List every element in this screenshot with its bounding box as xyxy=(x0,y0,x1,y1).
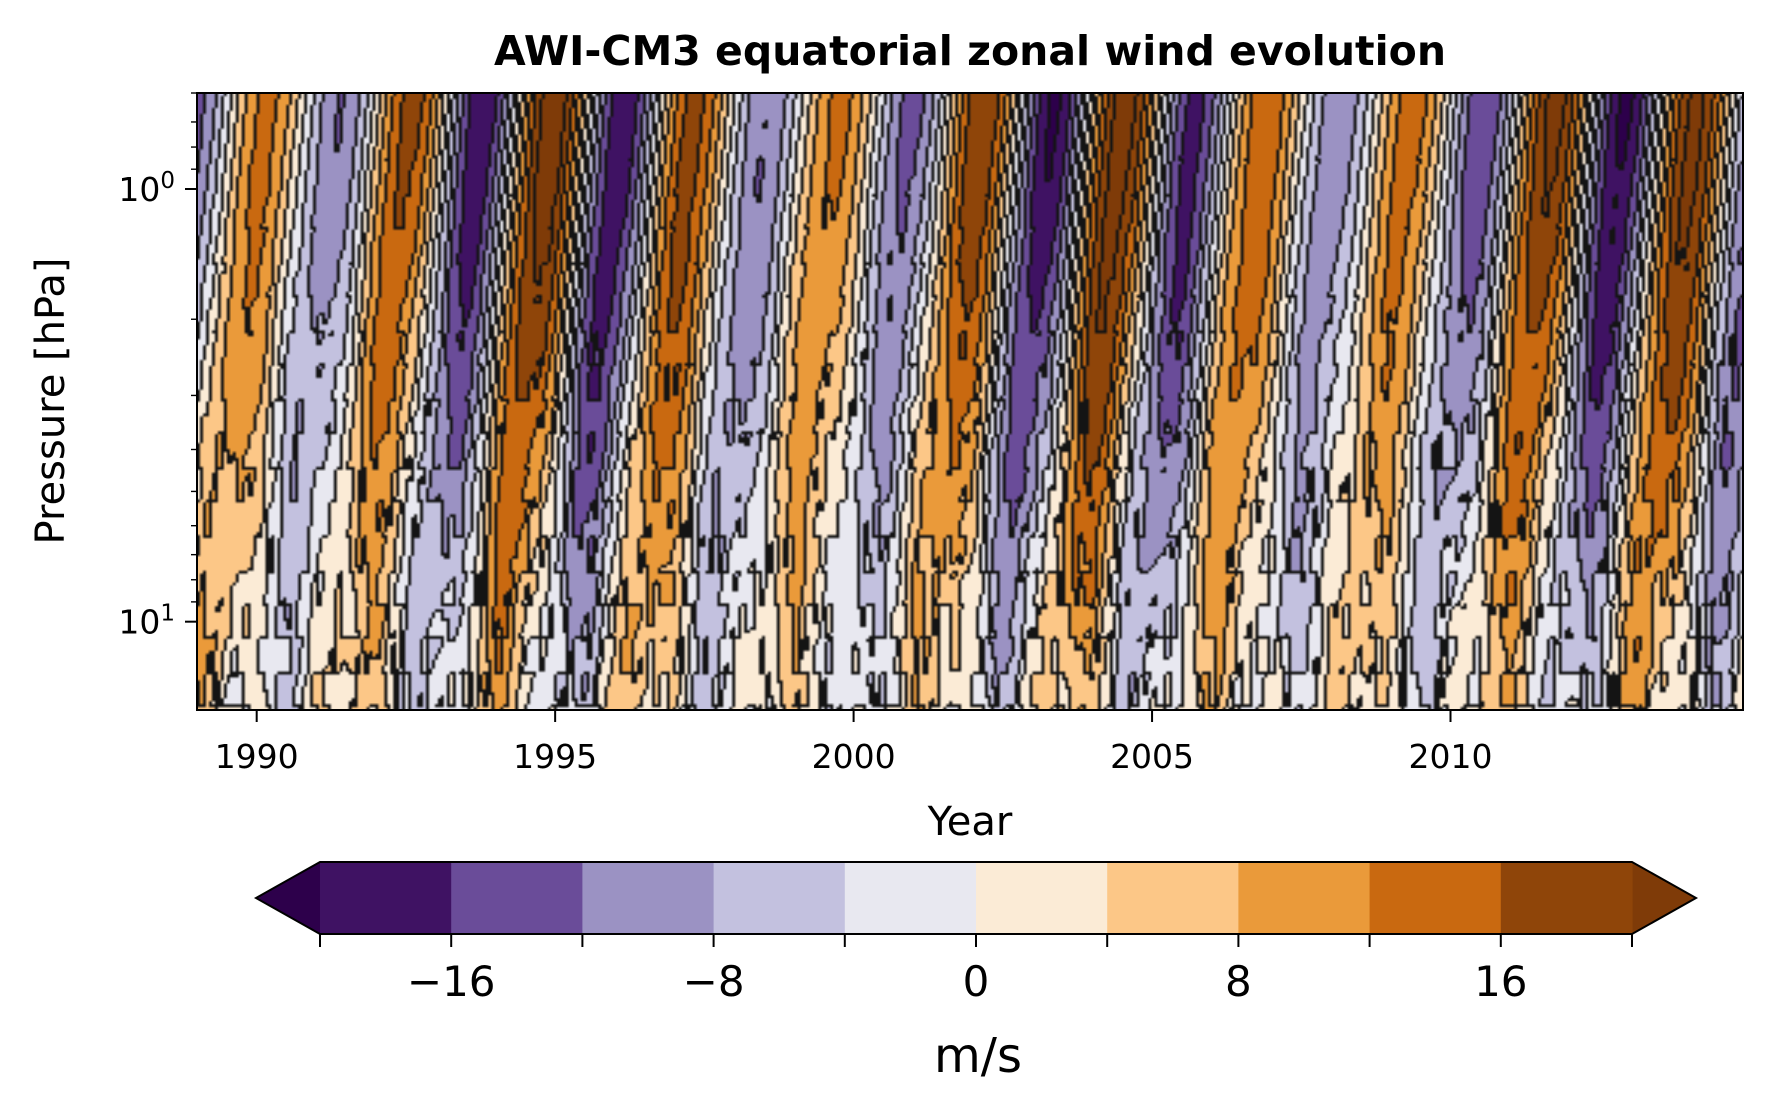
x-axis: 1990 1995 2000 2005 2010 xyxy=(215,710,1493,776)
y-tick-label: 101 xyxy=(118,601,175,642)
colorbar-swatch xyxy=(1238,862,1371,934)
colorbar-tick-label: −8 xyxy=(683,957,745,1006)
colorbar-tick-label: −16 xyxy=(407,957,496,1006)
x-tick-label: 1995 xyxy=(513,737,597,776)
colorbar: −16 −8 0 8 16 xyxy=(253,861,1699,1006)
y-axis: 100 101 xyxy=(118,92,197,642)
colorbar-swatch xyxy=(1369,862,1502,934)
x-tick-label: 2005 xyxy=(1110,737,1194,776)
colorbar-tick-label: 16 xyxy=(1474,957,1527,1006)
colorbar-swatch xyxy=(582,862,715,934)
colorbar-swatch xyxy=(1107,862,1239,934)
x-axis-label: Year xyxy=(927,799,1013,845)
plot-area xyxy=(196,92,1744,711)
plot-frame xyxy=(196,92,1744,711)
x-tick-label: 1990 xyxy=(215,737,299,776)
x-tick-label: 2010 xyxy=(1409,737,1493,776)
colorbar-swatch xyxy=(451,862,583,934)
colorbar-tick-label: 0 xyxy=(963,957,990,1006)
y-tick-label: 100 xyxy=(118,168,175,209)
x-tick-label: 2000 xyxy=(812,737,896,776)
colorbar-under-arrow xyxy=(256,862,320,934)
y-axis-label: Pressure [hPa] xyxy=(28,258,74,545)
colorbar-swatch xyxy=(844,862,977,934)
wind-contour-field xyxy=(197,93,1743,710)
colorbar-over-arrow xyxy=(1632,862,1696,934)
colorbar-swatch xyxy=(320,862,452,934)
colorbar-swatch xyxy=(713,862,846,934)
colorbar-swatch xyxy=(1500,862,1633,934)
colorbar-swatch xyxy=(976,862,1108,934)
chart-title: AWI-CM3 equatorial zonal wind evolution xyxy=(494,27,1446,75)
colorbar-tick-label: 8 xyxy=(1225,957,1252,1006)
colorbar-label: m/s xyxy=(934,1028,1022,1084)
